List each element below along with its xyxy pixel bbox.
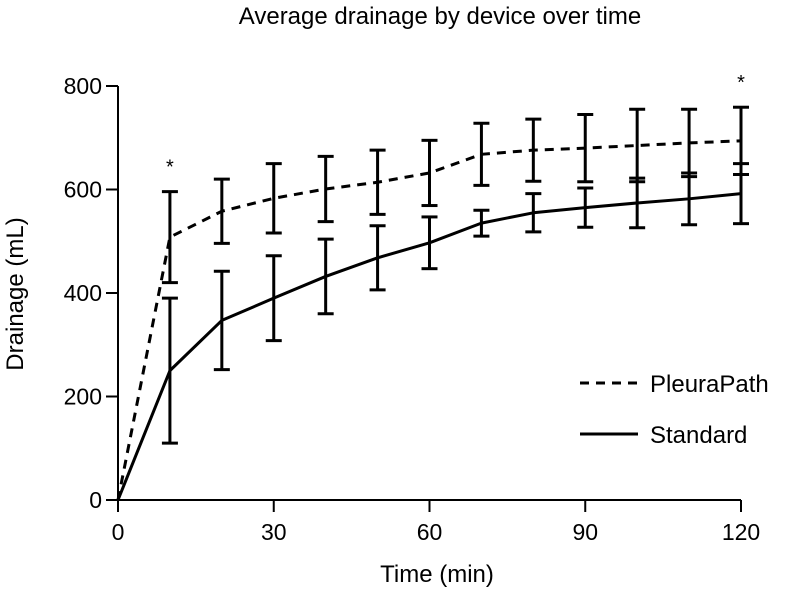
- y-axis-ticks: 0 200 400 600 800: [64, 73, 118, 513]
- x-tick-label: 60: [417, 519, 443, 545]
- x-tick-label: 30: [261, 519, 287, 545]
- legend: PleuraPath Standard: [580, 371, 769, 449]
- chart-title: Average drainage by device over time: [239, 3, 641, 30]
- y-axis-label: Drainage (mL): [2, 217, 29, 370]
- y-tick-label: 200: [64, 384, 102, 410]
- significance-marker: *: [166, 157, 174, 179]
- y-tick-label: 0: [89, 487, 102, 513]
- series-line-standard: [116, 192, 742, 501]
- y-tick-label: 400: [64, 280, 102, 306]
- plot-area: [116, 105, 749, 501]
- legend-label-standard: Standard: [650, 422, 747, 449]
- x-tick-label: 90: [572, 519, 598, 545]
- x-tick-label: 0: [112, 519, 125, 545]
- x-axis-label: Time (min): [380, 561, 494, 588]
- x-tick-label: 120: [722, 519, 760, 545]
- annotations: **: [166, 72, 745, 178]
- series-line-pleurapath: [116, 139, 742, 501]
- y-tick-label: 600: [64, 177, 102, 203]
- significance-marker: *: [737, 72, 745, 94]
- legend-label-pleurapath: PleuraPath: [650, 371, 769, 398]
- x-axis-ticks: 0 30 60 90 120: [112, 500, 760, 545]
- y-tick-label: 800: [64, 73, 102, 99]
